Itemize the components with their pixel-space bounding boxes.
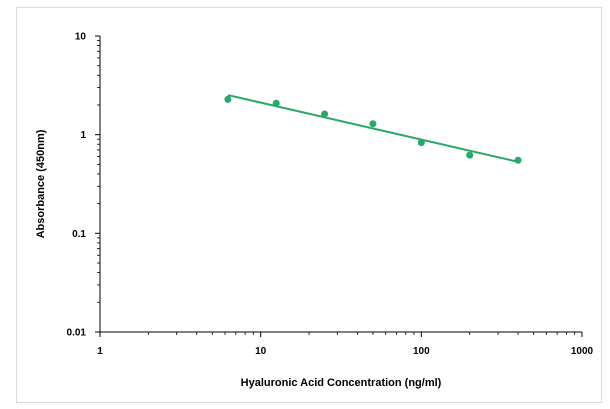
axes: 0.01 0.1 1 10 1 10 100 1000	[67, 32, 594, 358]
x-axis-title: Hyaluronic Acid Concentration (ng/ml)	[241, 377, 442, 389]
y-axis-title: Absorbance (450nm)	[35, 129, 47, 238]
data-point	[369, 120, 377, 128]
trendline	[227, 94, 519, 163]
data-point	[272, 99, 280, 107]
data-point	[224, 95, 232, 103]
data-point	[417, 139, 425, 147]
x-tick-label: 10	[255, 346, 267, 357]
data-points-layer	[224, 95, 522, 164]
chart-frame	[16, 7, 602, 403]
y-tick-label: 10	[75, 32, 87, 43]
x-axis-ticks: 1 10 100 1000	[97, 332, 594, 357]
y-tick-label: 0.01	[67, 328, 87, 339]
x-tick-label: 100	[413, 346, 430, 357]
y-tick-label: 1	[80, 130, 86, 141]
x-tick-label: 1	[97, 346, 103, 357]
data-point	[514, 156, 522, 164]
y-axis-ticks: 0.01 0.1 1 10	[67, 32, 100, 339]
data-point	[321, 110, 329, 118]
x-tick-label: 1000	[571, 346, 594, 357]
data-point	[466, 151, 474, 159]
y-tick-label: 0.1	[72, 229, 86, 240]
trendline-layer	[227, 94, 519, 163]
